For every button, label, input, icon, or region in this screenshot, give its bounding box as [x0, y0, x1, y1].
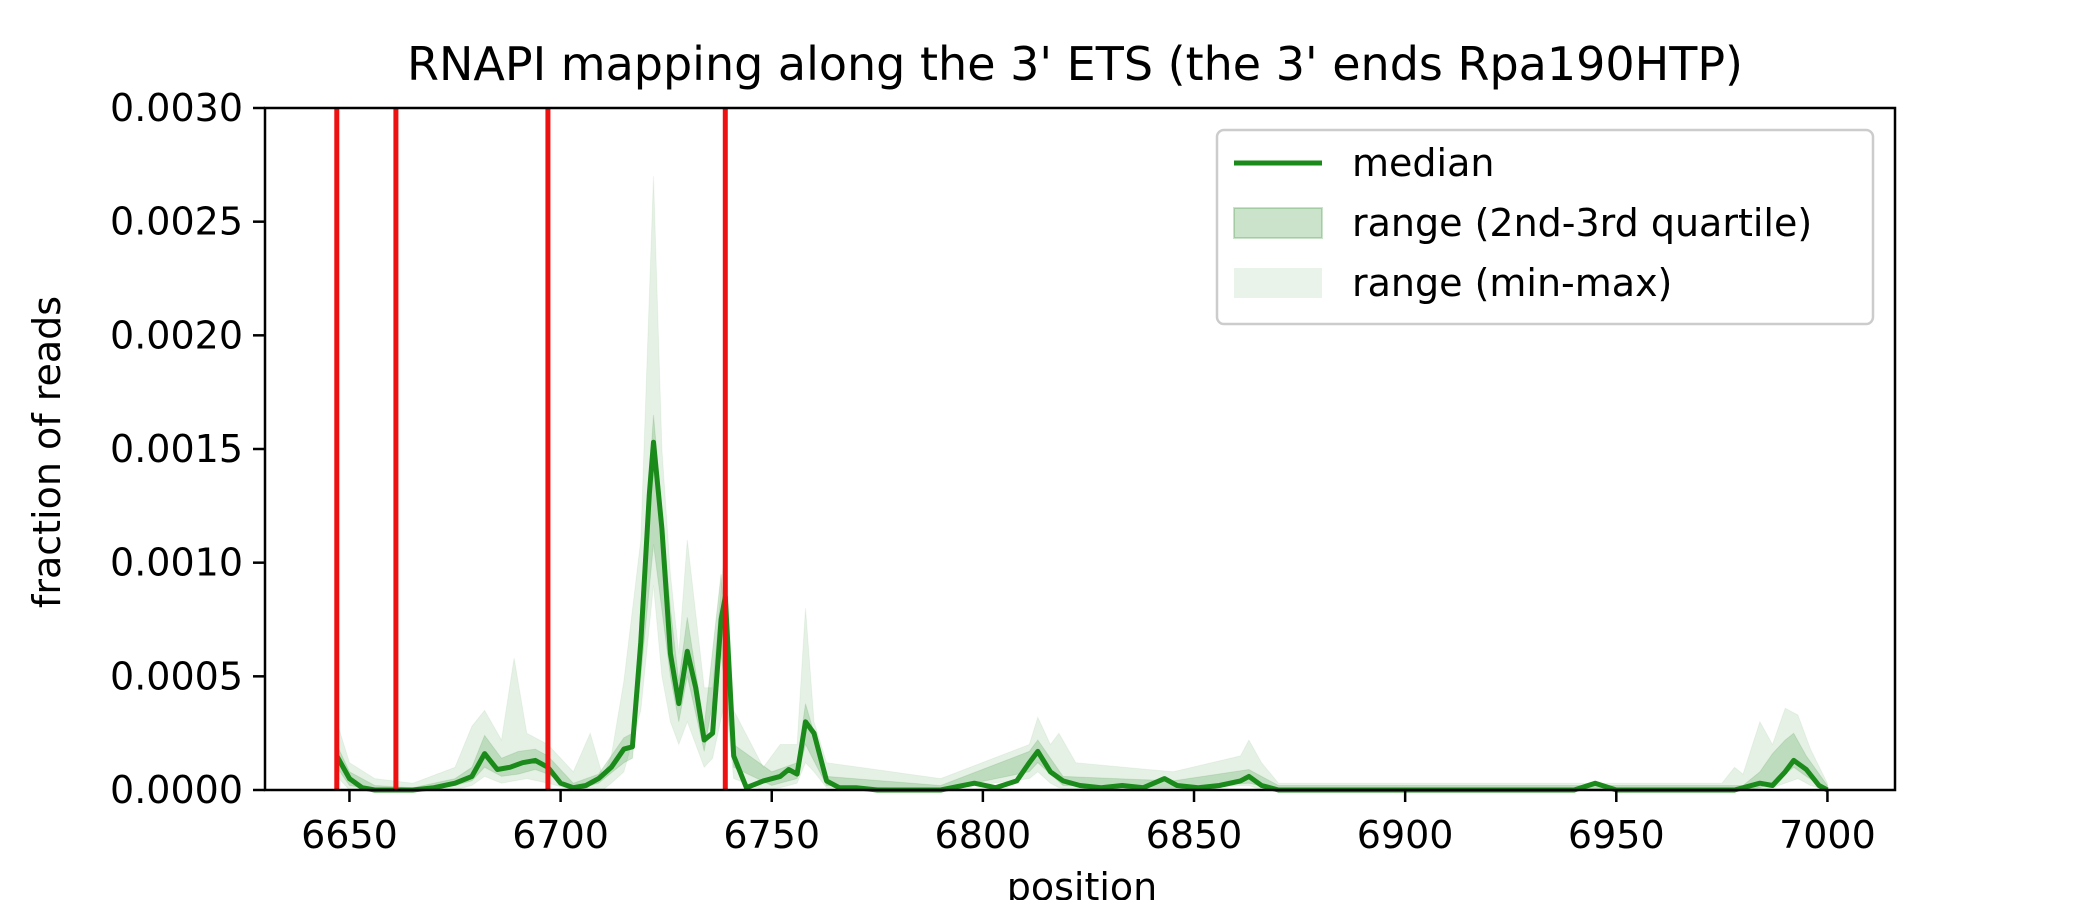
median-layer — [334, 439, 1829, 793]
y-axis-ticks: 0.0000 0.0005 0.0010 0.0015 0.0020 0.0025 0.00… — [110, 86, 265, 812]
legend-median-label: median — [1352, 141, 1494, 185]
vline-layer — [334, 108, 728, 790]
x-axis-ticks: 6650 6700 6750 6800 6850 6900 6950 7000 — [301, 790, 1876, 857]
y-tick-label: 0.0030 — [110, 86, 243, 130]
y-tick-label: 0.0010 — [110, 541, 243, 585]
legend-quartile-swatch — [1233, 207, 1323, 239]
y-axis-label: fraction of reads — [25, 296, 69, 608]
quartile-band-layer — [336, 414, 1828, 791]
legend: median range (2nd-3rd quartile) range (m… — [1215, 128, 1875, 326]
chart-title: RNAPI mapping along the 3' ETS (the 3' e… — [407, 37, 1743, 91]
y-tick-label: 0.0005 — [110, 654, 243, 698]
legend-minmax-swatch — [1234, 268, 1322, 298]
x-tick-label: 6650 — [301, 813, 398, 857]
legend-minmax-label: range (min-max) — [1352, 261, 1672, 305]
y-tick-label: 0.0000 — [110, 768, 243, 812]
y-tick-label: 0.0020 — [110, 313, 243, 357]
legend-quartile-label: range (2nd-3rd quartile) — [1352, 201, 1812, 245]
x-tick-label: 6800 — [935, 813, 1032, 857]
legend-box — [1215, 128, 1875, 326]
y-tick-label: 0.0015 — [110, 427, 243, 471]
x-axis-label: position — [1007, 865, 1158, 900]
x-tick-label: 6950 — [1568, 813, 1665, 857]
y-tick-label: 0.0025 — [110, 200, 243, 244]
median-line — [334, 439, 1829, 793]
quartile-range-band — [336, 414, 1828, 791]
x-tick-label: 6900 — [1357, 813, 1454, 857]
x-tick-label: 6850 — [1146, 813, 1243, 857]
x-tick-label: 6700 — [512, 813, 609, 857]
x-tick-label: 7000 — [1779, 813, 1876, 857]
x-tick-label: 6750 — [723, 813, 820, 857]
